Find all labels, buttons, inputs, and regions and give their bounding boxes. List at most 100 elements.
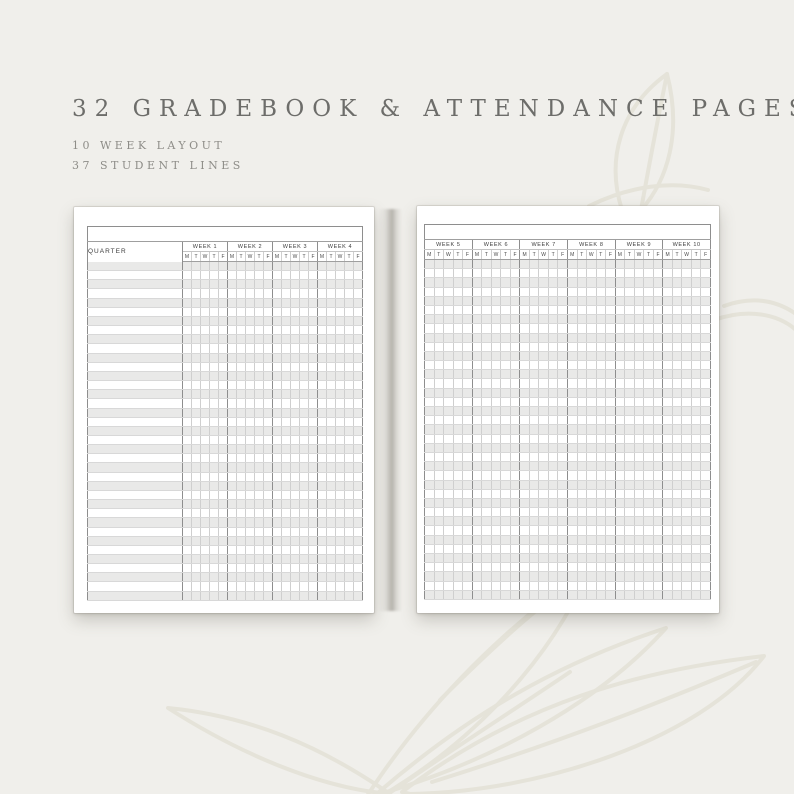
- attendance-cell: [690, 305, 701, 316]
- attendance-cell: [576, 287, 587, 297]
- attendance-cell: [509, 443, 520, 453]
- attendance-cell: [500, 424, 511, 435]
- student-row: [87, 325, 363, 336]
- attendance-cell: [557, 544, 568, 555]
- student-row: [424, 590, 711, 601]
- attendance-cell: [182, 554, 192, 565]
- attendance-cell: [519, 480, 530, 490]
- attendance-cell: [481, 351, 492, 362]
- student-row: [87, 462, 363, 473]
- attendance-cell: [566, 287, 577, 297]
- student-name-cell: [87, 261, 183, 272]
- attendance-cell: [643, 553, 654, 564]
- attendance-cell: [624, 571, 635, 582]
- attendance-cell: [576, 461, 587, 472]
- attendance-cell: [200, 307, 210, 317]
- attendance-cell: [281, 490, 291, 501]
- attendance-cell: [424, 323, 435, 334]
- attendance-cell: [519, 415, 530, 426]
- attendance-cell: [308, 508, 318, 519]
- student-row: [87, 380, 363, 391]
- student-row: [424, 581, 711, 591]
- attendance-cell: [209, 380, 219, 391]
- attendance-cell: [500, 480, 511, 490]
- attendance-cell: [509, 553, 520, 564]
- attendance-cell: [652, 397, 663, 408]
- attendance-cell: [538, 397, 549, 408]
- attendance-cell: [500, 461, 511, 472]
- attendance-cell: [547, 443, 558, 453]
- attendance-cell: [643, 424, 654, 435]
- attendance-cell: [433, 333, 444, 343]
- attendance-cell: [182, 325, 192, 336]
- attendance-cell: [481, 562, 492, 573]
- attendance-cell: [200, 389, 210, 400]
- attendance-cell: [191, 490, 201, 501]
- attendance-cell: [236, 408, 246, 418]
- attendance-cell: [335, 279, 345, 290]
- attendance-cell: [614, 562, 625, 573]
- day-header-cell: M: [227, 251, 237, 262]
- attendance-cell: [595, 581, 606, 591]
- student-row: [424, 424, 711, 435]
- attendance-cell: [509, 342, 520, 352]
- attendance-cell: [595, 535, 606, 545]
- attendance-cell: [519, 296, 530, 306]
- attendance-cell: [605, 388, 616, 398]
- day-header-cell: M: [424, 249, 435, 260]
- attendance-cell: [700, 406, 711, 417]
- attendance-cell: [200, 472, 210, 482]
- student-row: [87, 517, 363, 528]
- attendance-cell: [254, 417, 264, 427]
- attendance-cell: [471, 351, 482, 362]
- day-header-cell: M: [272, 251, 282, 262]
- attendance-cell: [209, 362, 219, 372]
- attendance-cell: [443, 507, 454, 518]
- attendance-cell: [344, 398, 354, 409]
- attendance-cell: [236, 581, 246, 592]
- attendance-cell: [182, 398, 192, 409]
- attendance-cell: [490, 461, 501, 472]
- attendance-cell: [200, 435, 210, 446]
- attendance-cell: [443, 452, 454, 463]
- attendance-cell: [614, 480, 625, 490]
- attendance-cell: [509, 360, 520, 371]
- attendance-cell: [182, 426, 192, 436]
- attendance-cell: [566, 277, 577, 288]
- attendance-cell: [344, 270, 354, 281]
- attendance-cell: [643, 259, 654, 270]
- attendance-cell: [519, 562, 530, 573]
- attendance-cell: [605, 424, 616, 435]
- attendance-cell: [528, 516, 539, 527]
- attendance-cell: [218, 307, 228, 317]
- attendance-cell: [308, 554, 318, 565]
- attendance-cell: [586, 452, 597, 463]
- attendance-cell: [236, 334, 246, 345]
- attendance-cell: [290, 334, 300, 345]
- attendance-cell: [353, 563, 363, 574]
- attendance-cell: [690, 590, 701, 601]
- week-header-cell: WEEK 4: [317, 241, 363, 252]
- attendance-cell: [538, 507, 549, 518]
- attendance-cell: [263, 591, 273, 602]
- attendance-cell: [299, 517, 309, 528]
- attendance-cell: [227, 591, 237, 602]
- attendance-cell: [557, 507, 568, 518]
- attendance-cell: [424, 581, 435, 591]
- attendance-cell: [191, 371, 201, 382]
- attendance-cell: [490, 571, 501, 582]
- attendance-cell: [671, 314, 682, 325]
- attendance-cell: [528, 571, 539, 582]
- attendance-cell: [500, 360, 511, 371]
- attendance-cell: [681, 590, 692, 601]
- attendance-cell: [500, 452, 511, 463]
- attendance-cell: [605, 268, 616, 279]
- attendance-cell: [326, 288, 336, 299]
- attendance-cell: [317, 362, 327, 372]
- attendance-cell: [509, 424, 520, 435]
- attendance-cell: [424, 305, 435, 316]
- attendance-cell: [299, 279, 309, 290]
- attendance-cell: [263, 527, 273, 537]
- attendance-cell: [209, 353, 219, 363]
- attendance-cell: [528, 489, 539, 499]
